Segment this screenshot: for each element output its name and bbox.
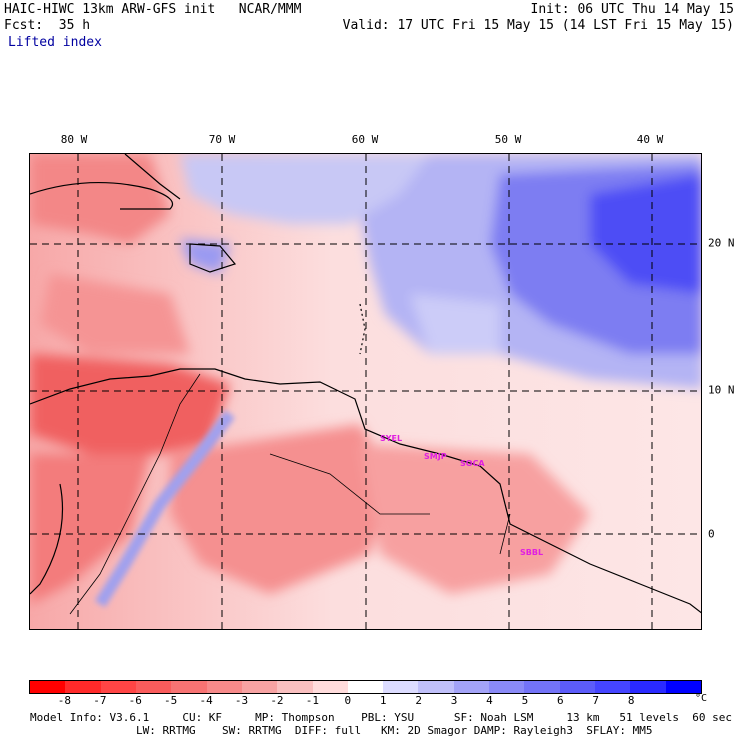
lat-label-0: 0 [708,527,715,541]
coastlines [30,154,701,615]
colorbar-tick-label: 4 [486,694,493,707]
colorbar-tick-label: -7 [93,694,107,707]
graticule [30,154,701,629]
colorbar-box [241,681,278,693]
colorbar-box [312,681,348,693]
colorbar-box [65,681,101,693]
station-smjp: SMJP [424,452,447,461]
colorbar-box [383,681,419,693]
colorbar-tick-label: 7 [592,694,600,707]
lon-label-70w: 70 W [208,133,236,146]
colorbar-tick-label: -1 [305,694,319,707]
colorbar-tick-label: 3 [450,694,458,707]
colorbar-box [630,681,666,693]
colorbar-box [489,681,525,693]
colorbar-tick-label: -8 [57,694,72,707]
colorbar-tick-label: -6 [128,694,142,707]
lon-label-40w: 40 W [636,133,664,146]
colorbar-tick-label: 2 [415,694,422,707]
andes-streak [94,410,235,608]
station-sbbl: SBBL [520,548,543,557]
colorbar-box [418,681,454,693]
colorbar-box [135,681,172,693]
lon-label-80w: 80 W [60,133,88,146]
lat-label-10n: 10 N [708,383,735,397]
colorbar-tick-label: 0 [344,694,352,707]
colorbar-box [559,681,595,693]
station-syel: SYEL [380,434,402,443]
valid-time: Valid: 17 UTC Fri 15 May 15 (14 LST Fri … [342,18,734,33]
colorbar-tick-label: -3 [234,694,249,707]
colorbar [29,680,702,694]
colorbar-box [171,681,207,693]
colorbar-tick-label: 5 [521,694,529,707]
model-info-line1: Model Info: V3.6.1 CU: KF MP: Thompson P… [30,711,732,724]
colorbar-tick-label: -2 [270,694,284,707]
colorbar-box [665,681,701,693]
colorbar-tick-label: 6 [557,694,564,707]
lon-label-50w: 50 W [494,133,522,146]
station-soca: SOCA [460,459,485,468]
colorbar-box [277,681,313,693]
colorbar-tick-label: 8 [627,694,635,707]
field-name: Lifted index [8,35,102,50]
model-info-line2: LW: RRTMG SW: RRTMG DIFF: full KM: 2D Sm… [30,724,653,737]
colorbar-box [453,681,490,693]
colorbar-unit: °C [695,693,708,704]
colorbar-tick-label: -5 [164,694,178,707]
lat-label-20n: 20 N [708,236,735,250]
colorbar-tick-label: 1 [379,694,387,707]
colorbar-tick-label: -4 [199,694,213,707]
colorbar-box [206,681,242,693]
colorbar-box [30,681,66,693]
lon-label-60w: 60 W [351,133,379,146]
colorbar-box [524,681,560,693]
colorbar-box [595,681,631,693]
station-labels: SYEL SMJP SOCA SBBL [380,434,543,557]
colorbar-box [100,681,136,693]
lifted-index-map[interactable]: SYEL SMJP SOCA SBBL [29,153,702,630]
stable-region [180,154,701,389]
init-time: Init: 06 UTC Thu 14 May 15 [530,2,735,17]
colorbar-box [347,681,384,693]
forecast-hour: Fcst: 35 h [4,18,91,33]
model-title: HAIC-HIWC 13km ARW-GFS init NCAR/MMM [4,2,302,17]
